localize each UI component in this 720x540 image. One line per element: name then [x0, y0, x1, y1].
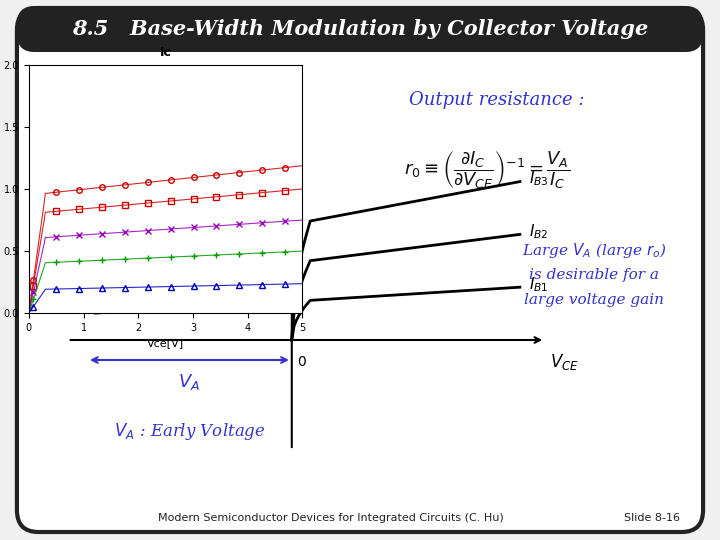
- Text: is desirable for a: is desirable for a: [529, 268, 659, 282]
- Text: $I_{B1}$: $I_{B1}$: [528, 275, 548, 294]
- Text: 8.5   Base-Width Modulation by Collector Voltage: 8.5 Base-Width Modulation by Collector V…: [72, 19, 648, 39]
- Text: $V_A$ : Early Voltage: $V_A$ : Early Voltage: [114, 422, 265, 442]
- Text: $I_{B3}$: $I_{B3}$: [528, 170, 549, 188]
- Title: Ic: Ic: [160, 46, 171, 59]
- Text: Slide 8-16: Slide 8-16: [624, 513, 680, 523]
- Text: 0: 0: [297, 355, 305, 369]
- Text: Output resistance :: Output resistance :: [409, 91, 584, 109]
- Text: Large $V_A$ (large $r_o$): Large $V_A$ (large $r_o$): [521, 240, 666, 260]
- FancyBboxPatch shape: [17, 6, 703, 52]
- Text: large voltage gain: large voltage gain: [524, 293, 664, 307]
- FancyBboxPatch shape: [17, 8, 703, 532]
- Text: $I_{B2}$: $I_{B2}$: [528, 222, 548, 241]
- Text: $V_{CE}$: $V_{CE}$: [550, 352, 579, 372]
- Text: Modern Semiconductor Devices for Integrated Circuits (C. Hu): Modern Semiconductor Devices for Integra…: [158, 513, 503, 523]
- Text: $r_0 \equiv \left(\dfrac{\partial I_C}{\partial V_{CE}}\right)^{-1} = \dfrac{V_A: $r_0 \equiv \left(\dfrac{\partial I_C}{\…: [404, 149, 570, 191]
- X-axis label: Vce[V]: Vce[V]: [147, 339, 184, 348]
- Text: $V_A$: $V_A$: [179, 372, 200, 392]
- Text: $I_C$: $I_C$: [267, 155, 282, 175]
